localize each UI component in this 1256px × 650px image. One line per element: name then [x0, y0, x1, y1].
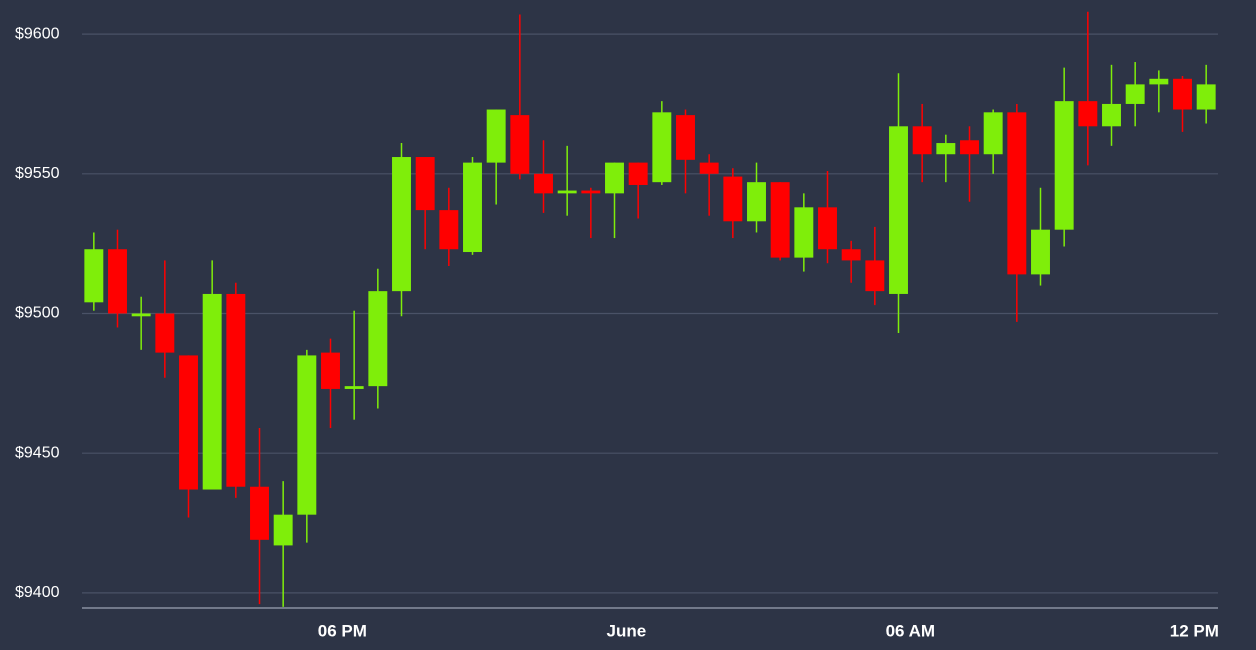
x-tick-label: 06 AM	[886, 621, 935, 640]
candle-body	[818, 207, 837, 250]
candle-body	[202, 293, 222, 490]
y-tick-label: $9450	[15, 444, 60, 461]
candle-body	[865, 260, 885, 292]
candle-body	[321, 352, 340, 389]
candle-body	[392, 157, 411, 292]
candle-body	[439, 210, 459, 250]
candle-body	[534, 173, 553, 194]
candle-body	[628, 162, 648, 185]
candle-body	[699, 162, 719, 174]
candle-body	[273, 514, 293, 546]
candle-body	[510, 115, 530, 174]
candle-body	[794, 207, 814, 258]
candle-body	[463, 162, 482, 253]
candle-body	[936, 143, 956, 155]
candle-body	[841, 249, 861, 261]
candle-body	[415, 157, 435, 211]
candle-body	[770, 182, 790, 258]
x-tick-label: 06 PM	[318, 621, 367, 640]
candle-body	[250, 486, 269, 540]
y-tick-label: $9600	[15, 25, 60, 42]
candle-body	[155, 313, 175, 353]
candle-body	[344, 386, 364, 389]
candle-body	[747, 182, 766, 222]
candle-body	[368, 291, 388, 387]
candle-body	[1031, 229, 1050, 275]
candle-body	[676, 115, 695, 160]
candle-body	[1102, 103, 1121, 127]
candle-body	[889, 126, 908, 294]
candle-body	[960, 140, 979, 155]
candle-body	[1007, 112, 1027, 275]
candle-body	[131, 313, 151, 317]
y-tick-label: $9500	[15, 305, 60, 322]
candle-body	[1173, 78, 1192, 110]
y-tick-label: $9550	[15, 165, 60, 182]
candle-body	[1078, 101, 1098, 127]
candle-body	[1125, 84, 1145, 104]
candle-body	[179, 355, 198, 490]
candle-body	[723, 176, 743, 222]
candle-body	[297, 355, 317, 515]
candle-body	[1196, 84, 1216, 110]
candle-body	[84, 249, 104, 303]
x-tick-label: June	[606, 621, 646, 640]
x-tick-label: 12 PM	[1170, 621, 1219, 640]
candle-body	[108, 249, 127, 314]
candle-body	[1149, 78, 1169, 85]
candle-body	[605, 162, 624, 194]
candle-body	[1054, 101, 1074, 230]
candle-body	[486, 109, 506, 163]
candle-body	[226, 293, 246, 487]
candle-body	[983, 112, 1003, 155]
candle-body	[557, 190, 577, 194]
candle-body	[912, 126, 932, 155]
candle-body	[581, 190, 601, 194]
y-tick-label: $9400	[15, 584, 60, 601]
candle-body	[652, 112, 672, 183]
